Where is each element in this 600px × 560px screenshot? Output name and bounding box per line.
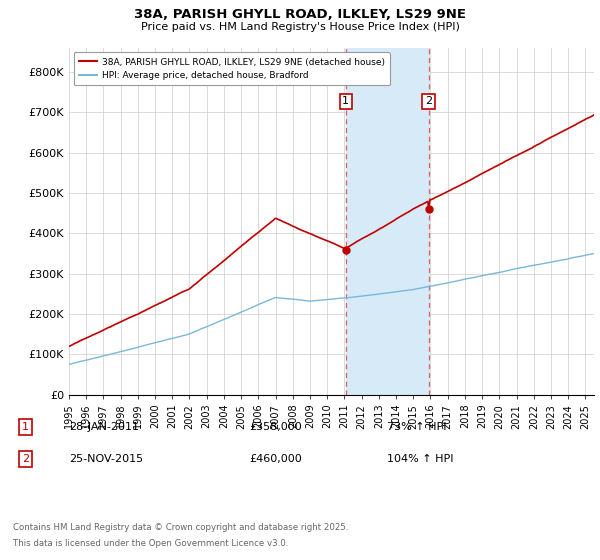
Text: 38A, PARISH GHYLL ROAD, ILKLEY, LS29 9NE: 38A, PARISH GHYLL ROAD, ILKLEY, LS29 9NE (134, 8, 466, 21)
Text: 25-NOV-2015: 25-NOV-2015 (69, 454, 143, 464)
Bar (346, 48, 429, 395)
Text: 2: 2 (22, 454, 29, 464)
Text: Contains HM Land Registry data © Crown copyright and database right 2025.: Contains HM Land Registry data © Crown c… (13, 523, 349, 532)
Text: Price paid vs. HM Land Registry's House Price Index (HPI): Price paid vs. HM Land Registry's House … (140, 22, 460, 32)
Text: 73% ↑ HPI: 73% ↑ HPI (387, 422, 446, 432)
Text: £460,000: £460,000 (249, 454, 302, 464)
Text: 104% ↑ HPI: 104% ↑ HPI (387, 454, 454, 464)
Text: 2: 2 (425, 96, 433, 106)
Text: This data is licensed under the Open Government Licence v3.0.: This data is licensed under the Open Gov… (13, 539, 289, 548)
Text: 1: 1 (342, 96, 349, 106)
Legend: 38A, PARISH GHYLL ROAD, ILKLEY, LS29 9NE (detached house), HPI: Average price, d: 38A, PARISH GHYLL ROAD, ILKLEY, LS29 9NE… (74, 52, 390, 86)
Text: 1: 1 (22, 422, 29, 432)
Text: 28-JAN-2011: 28-JAN-2011 (69, 422, 139, 432)
Text: £358,000: £358,000 (249, 422, 302, 432)
